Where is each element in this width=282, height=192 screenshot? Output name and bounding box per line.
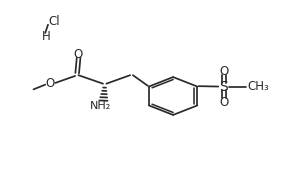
Text: CH₃: CH₃ <box>248 80 269 93</box>
Text: O: O <box>74 48 83 61</box>
Text: H: H <box>42 30 51 43</box>
Text: O: O <box>46 77 55 90</box>
Text: S: S <box>219 79 228 94</box>
Text: NH₂: NH₂ <box>90 101 111 111</box>
Text: O: O <box>219 65 228 78</box>
Text: O: O <box>219 96 228 108</box>
Text: Cl: Cl <box>49 15 60 28</box>
